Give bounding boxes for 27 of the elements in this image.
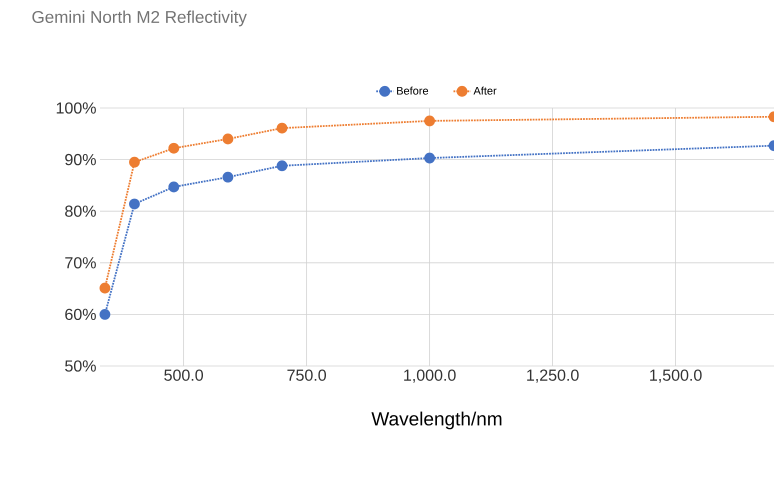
point	[129, 156, 140, 168]
point	[100, 308, 110, 320]
point	[276, 160, 288, 172]
chart-title: Gemini North M2 Reflectivity	[32, 10, 247, 26]
point	[168, 142, 180, 154]
point	[129, 198, 140, 210]
point	[424, 152, 436, 164]
y-tick-label: 50%	[65, 360, 96, 372]
x-tick-label: 500.0	[164, 370, 204, 381]
x-axis-title: Wavelength/nm	[371, 412, 502, 430]
point	[222, 172, 234, 183]
x-tick-label: 1,500.0	[650, 370, 702, 383]
x-tick-label: 1,250.0	[527, 370, 579, 383]
point	[168, 182, 180, 192]
y-tick-label: 90%	[65, 154, 96, 166]
point	[222, 134, 234, 144]
point	[100, 282, 110, 294]
x-tick-label: 750.0	[287, 370, 326, 381]
y-tick-label: 60%	[65, 308, 96, 320]
y-tick-label: 80%	[65, 206, 96, 217]
point	[276, 122, 288, 134]
y-tick-label: 100%	[56, 102, 96, 114]
y-tick-label: 70%	[65, 257, 96, 268]
legend-label: Before	[397, 86, 428, 95]
x-tick-label: 1,000.0	[404, 370, 456, 383]
legend-label: After	[473, 86, 497, 95]
point	[424, 115, 436, 126]
